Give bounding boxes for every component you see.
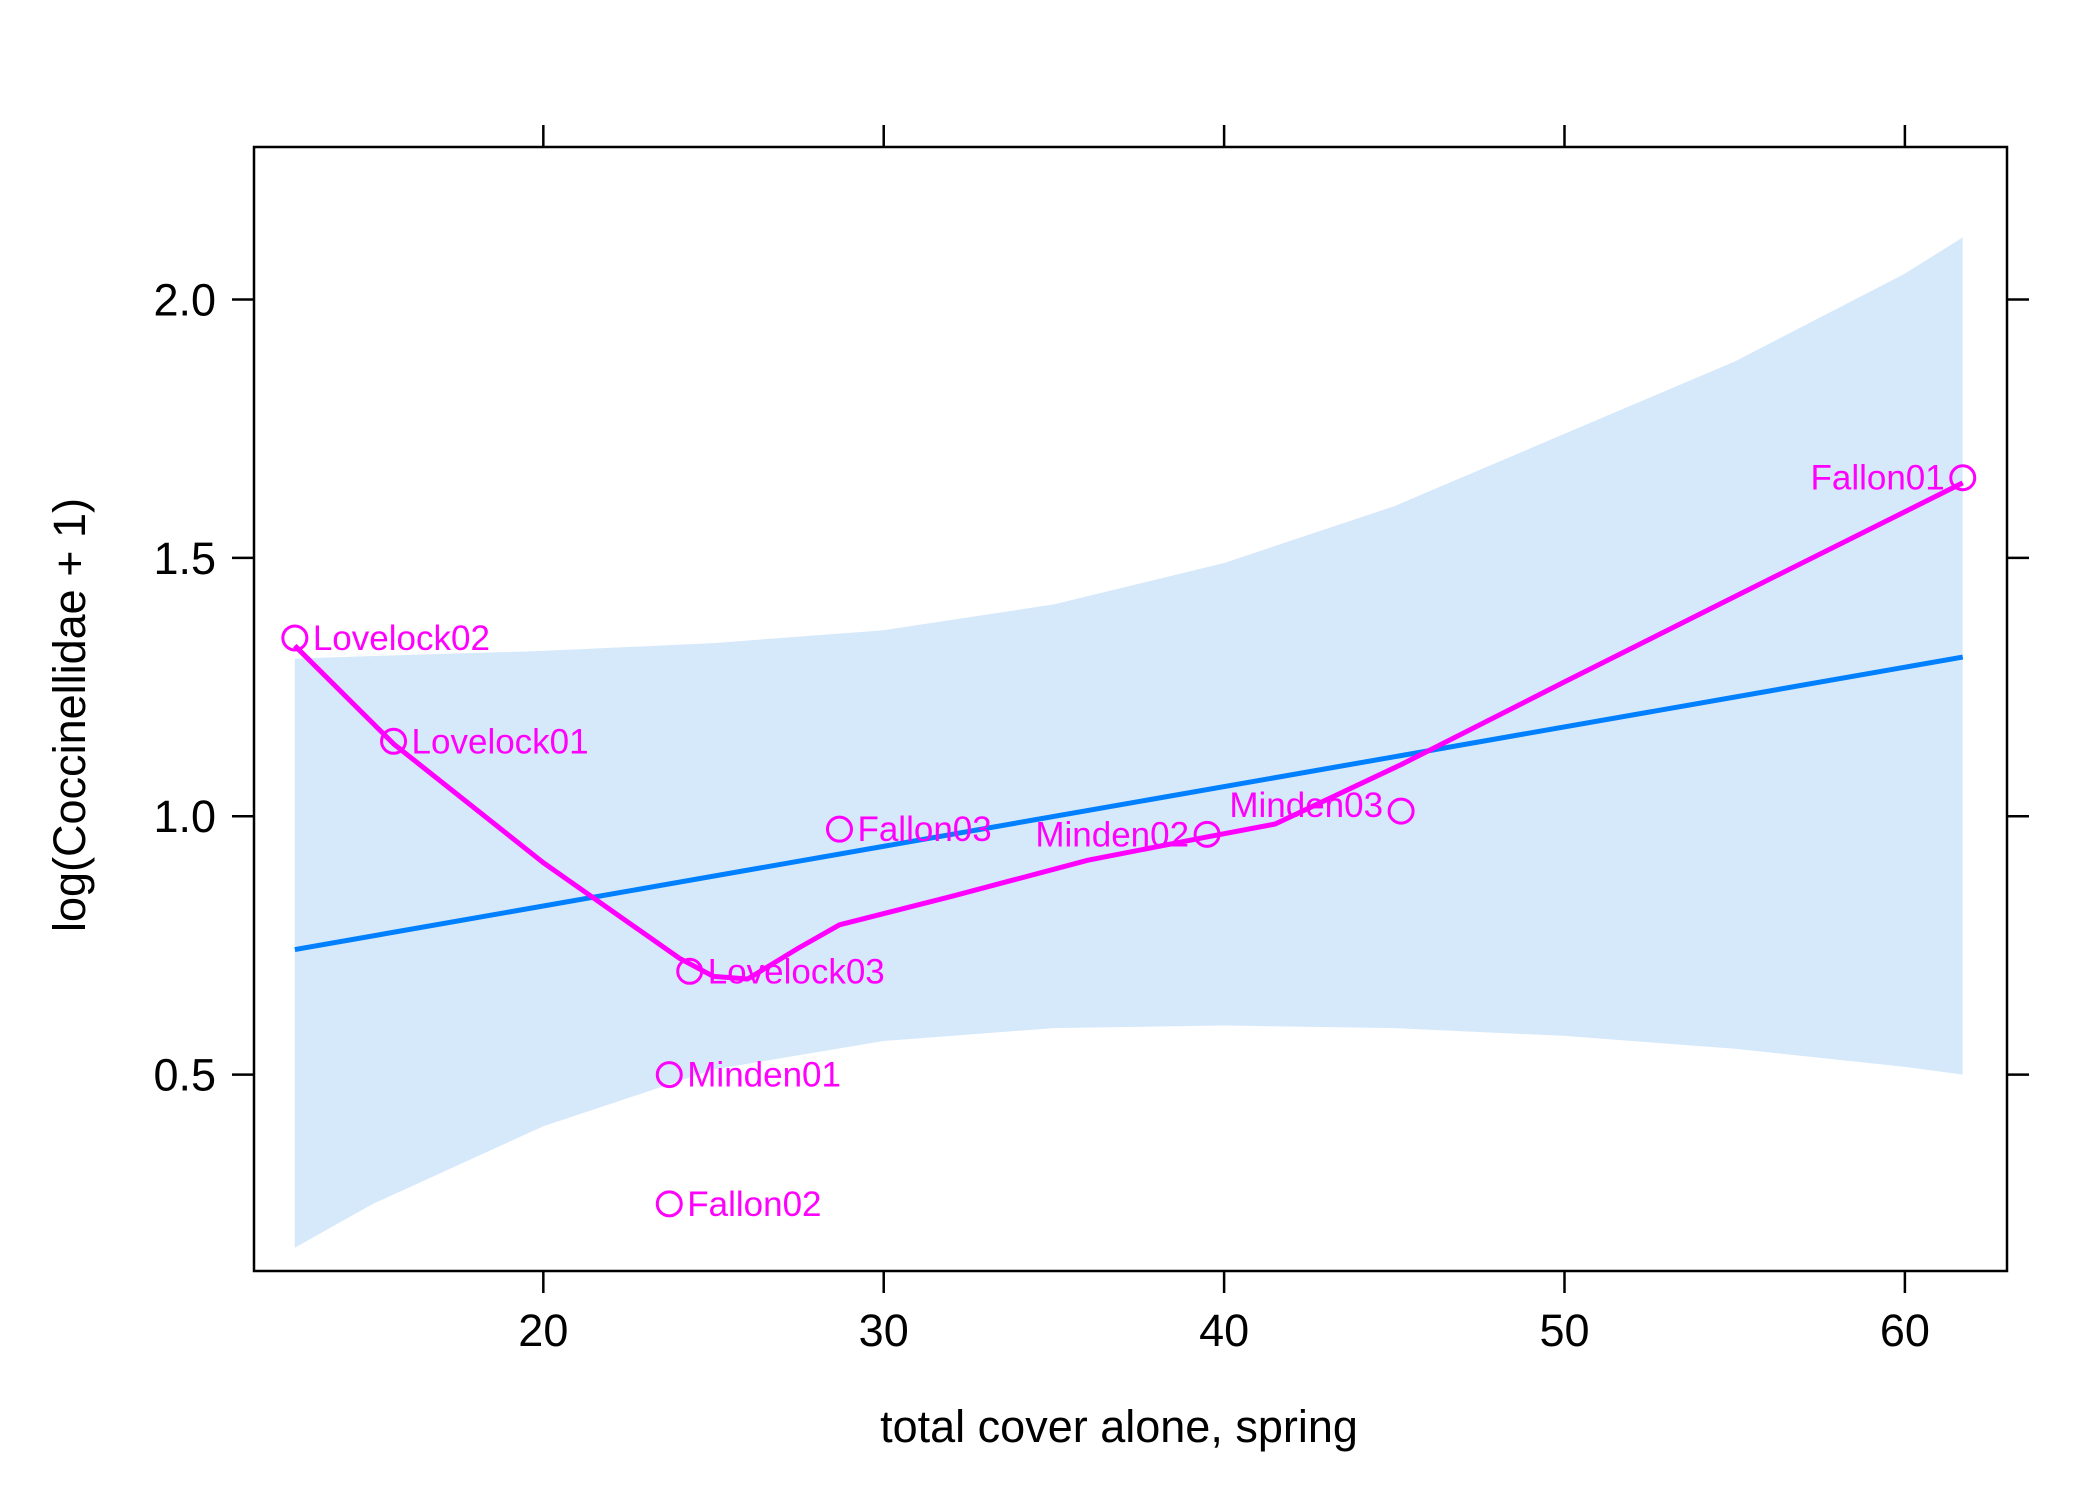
point-label-lovelock01: Lovelock01 xyxy=(412,722,589,761)
y-tick-label: 0.5 xyxy=(153,1050,216,1101)
point-label-fallon03: Fallon03 xyxy=(857,810,991,849)
smooth-line xyxy=(293,480,1964,982)
data-point-minden03 xyxy=(1387,797,1415,825)
point-label-lovelock03: Lovelock03 xyxy=(708,952,885,991)
fit-line xyxy=(294,654,1964,953)
plot-frame xyxy=(252,145,2009,1273)
point-layer: Lovelock02 Lovelock01 Lovelock03 Minden01 Fa… xyxy=(281,459,1977,1224)
data-point-fallon03 xyxy=(825,815,853,843)
x-tick-label: 50 xyxy=(1539,1305,1589,1356)
point-label-lovelock02: Lovelock02 xyxy=(313,619,490,658)
data-point-lovelock01 xyxy=(380,727,408,755)
confidence-band xyxy=(294,237,1963,1248)
x-axis-title: total cover alone, spring xyxy=(880,1401,1358,1452)
data-point-minden02 xyxy=(1193,820,1221,848)
line-layer xyxy=(293,480,1964,982)
confidence-band-layer xyxy=(294,237,1963,1248)
point-label-fallon01: Fallon01 xyxy=(1810,459,1944,498)
x-tick-label: 40 xyxy=(1199,1305,1249,1356)
point-label-minden02: Minden02 xyxy=(1035,815,1189,854)
data-point-fallon02 xyxy=(655,1190,683,1218)
data-point-minden01 xyxy=(655,1061,683,1089)
x-tick-label: 60 xyxy=(1880,1305,1930,1356)
data-point-lovelock03 xyxy=(676,957,704,985)
point-label-minden01: Minden01 xyxy=(687,1056,841,1095)
data-point-fallon01 xyxy=(1949,464,1977,492)
y-tick-label: 1.5 xyxy=(153,533,216,584)
x-tick-label: 30 xyxy=(859,1305,909,1356)
y-tick-label: 1.0 xyxy=(153,791,216,842)
y-tick-label: 2.0 xyxy=(153,274,216,325)
point-label-minden03: Minden03 xyxy=(1229,786,1383,825)
y-axis-title: log(Coccinellidae + 1) xyxy=(44,498,95,932)
data-point-lovelock02 xyxy=(281,624,309,652)
x-tick-label: 20 xyxy=(518,1305,568,1356)
axis-layer: 20 30 40 50 60 0.5 1.0 1.5 2.0 xyxy=(153,125,2029,1356)
point-label-fallon02: Fallon02 xyxy=(687,1185,821,1224)
